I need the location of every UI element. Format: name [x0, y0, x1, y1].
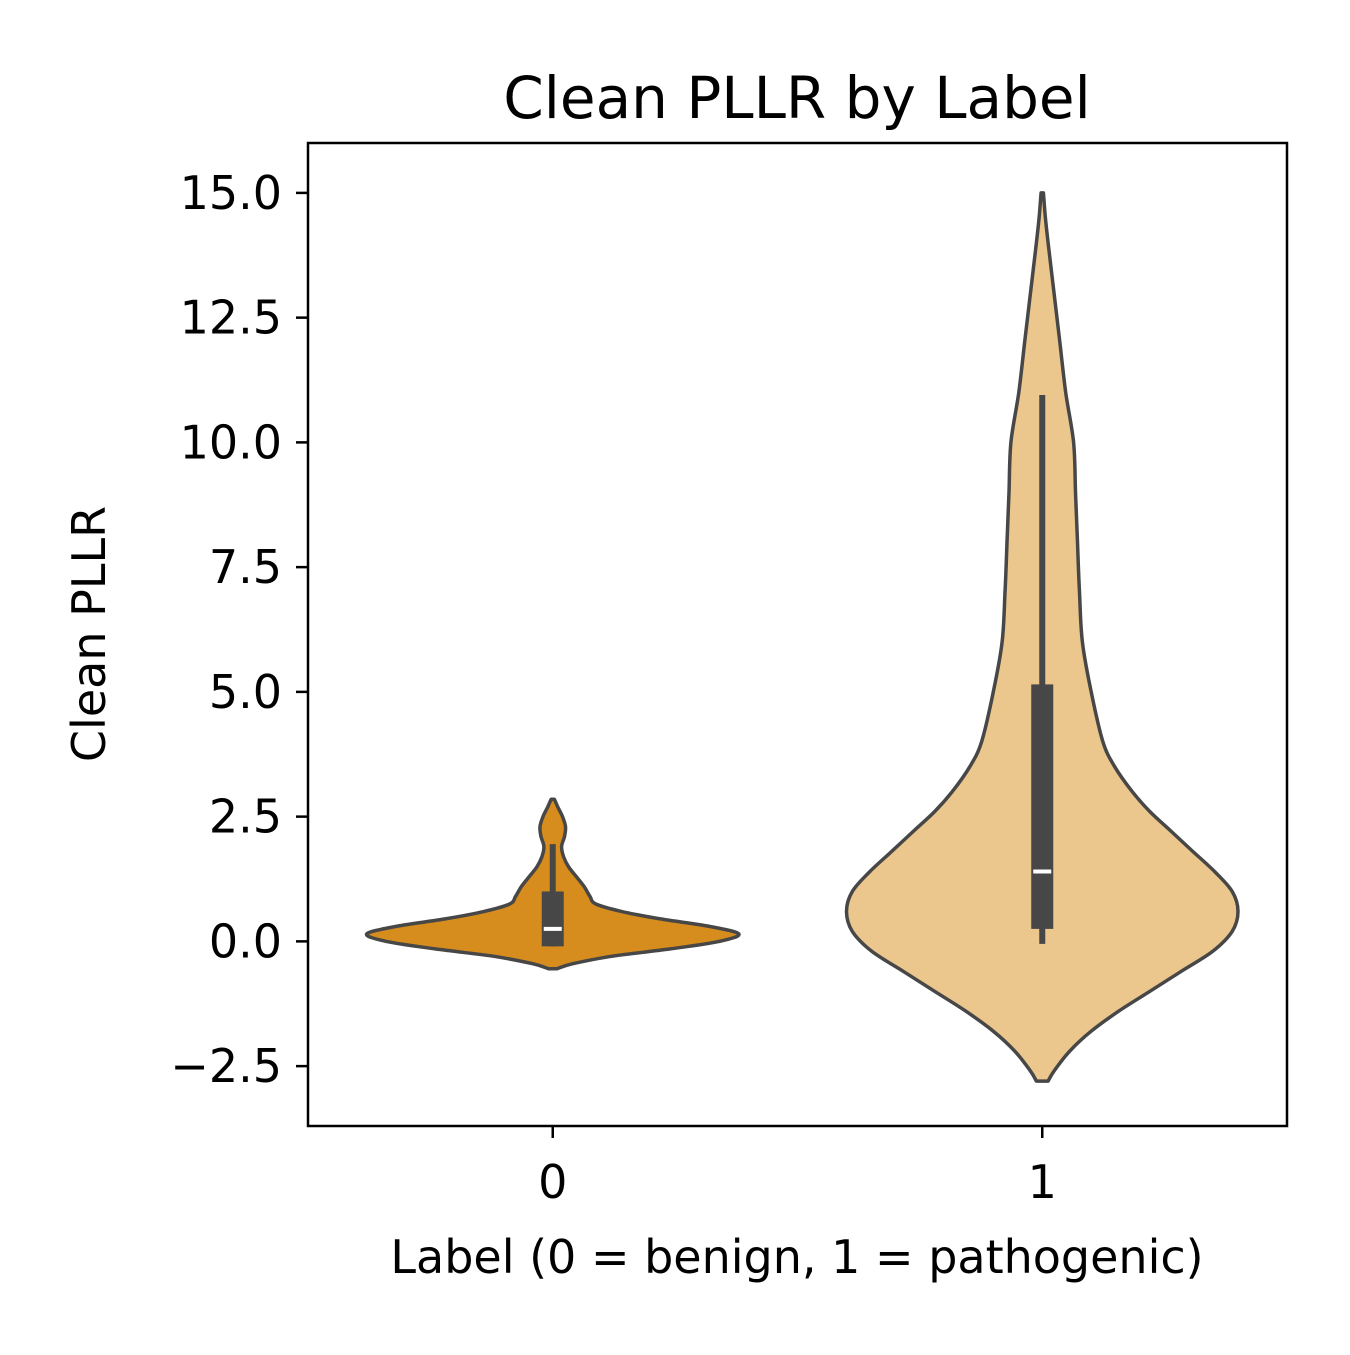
iqr-box-0	[541, 891, 564, 947]
y-tick-label: 12.5	[180, 291, 282, 345]
y-tick-label: 5.0	[209, 665, 282, 719]
x-tick-label: 1	[1028, 1155, 1057, 1209]
box-layer	[541, 394, 1054, 947]
x-tick-label: 0	[538, 1155, 567, 1209]
y-tick-label: 7.5	[209, 540, 282, 594]
violin-layer	[364, 191, 1240, 1083]
y-tick-label: 2.5	[209, 790, 282, 844]
iqr-box-1	[1031, 684, 1054, 929]
x-axis-label: Label (0 = benign, 1 = pathogenic)	[390, 1230, 1203, 1284]
y-axis-label: Clean PLLR	[62, 506, 116, 762]
plot-frame	[306, 141, 1289, 1128]
y-tick-label: 10.0	[180, 415, 282, 469]
chart-title: Clean PLLR by Label	[503, 64, 1090, 132]
y-tick-label: 0.0	[209, 914, 282, 968]
y-tick-label: −2.5	[170, 1039, 282, 1093]
y-axis: −2.5 0.0 2.5 5.0 7.5 10.0 12.5 15.0	[170, 166, 308, 1093]
y-tick-label: 15.0	[180, 166, 282, 220]
